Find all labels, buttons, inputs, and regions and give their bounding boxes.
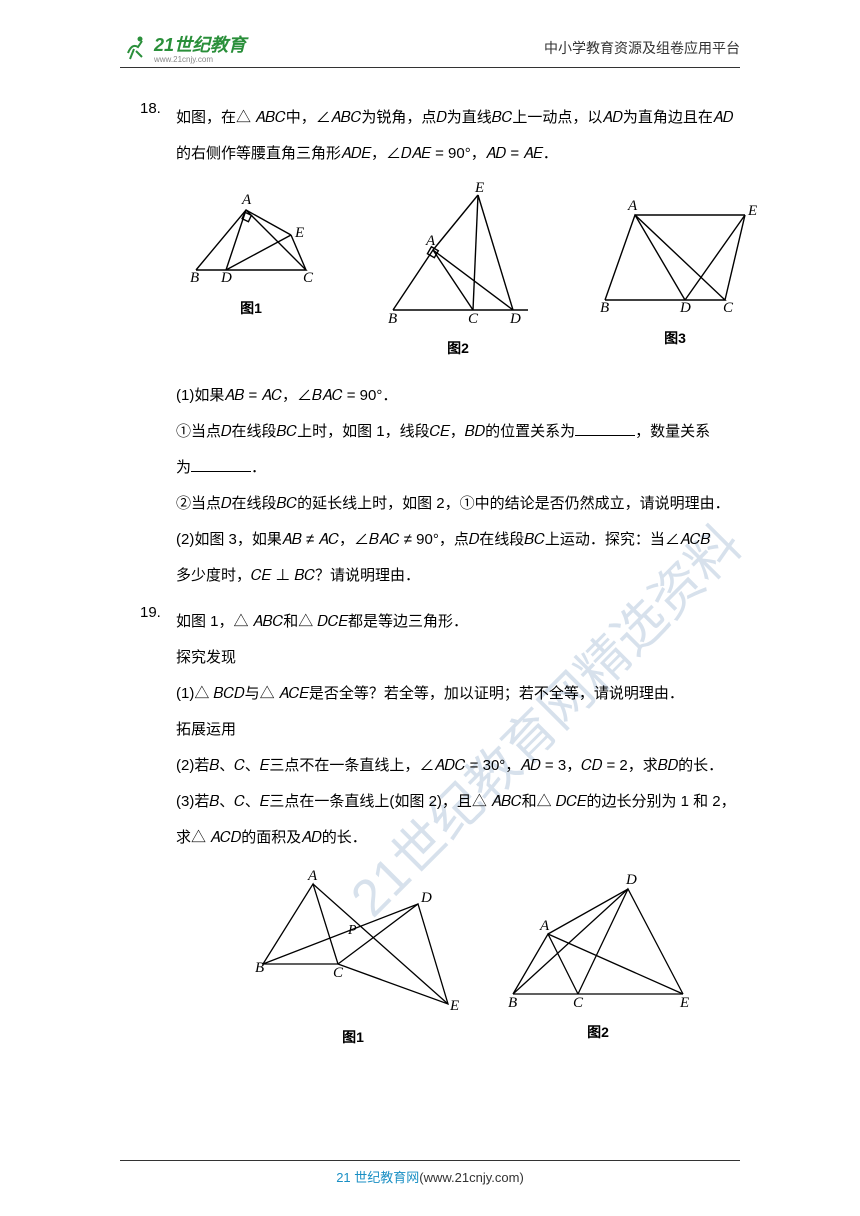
figure-4: P A D B C E 图1 <box>238 864 468 1055</box>
figure-label: 图1 <box>176 292 326 326</box>
problem-line: 如图，在△ 𝐴𝐵𝐶中，∠𝐴𝐵𝐶为锐角，点𝐷为直线𝐵𝐶上一动点，以𝐴𝐷为直角边且在… <box>176 100 760 136</box>
svg-text:A: A <box>539 918 550 934</box>
problem-line: 多少度时，𝐶𝐸 ⊥ 𝐵𝐶？请说明理由． <box>176 558 760 594</box>
svg-text:A: A <box>425 233 436 249</box>
svg-text:E: E <box>679 995 689 1011</box>
problem-line: 探究发现 <box>176 640 760 676</box>
problem-line: (3)若𝐵、𝐶、𝐸三点在一条直线上(如图 2)，且△ 𝐴𝐵𝐶和△ 𝐷𝐶𝐸的边长分… <box>176 784 760 820</box>
svg-text:B: B <box>508 995 517 1011</box>
svg-text:D: D <box>625 872 637 888</box>
problem-line: (2)若𝐵、𝐶、𝐸三点不在一条直线上，∠𝐴𝐷𝐶 = 30°，𝐴𝐷 = 3，𝐶𝐷 … <box>176 748 760 784</box>
site-logo: 21世纪教育 www.21cnjy.com <box>120 31 246 64</box>
page-content: 18. 如图，在△ 𝐴𝐵𝐶中，∠𝐴𝐵𝐶为锐角，点𝐷为直线𝐵𝐶上一动点，以𝐴𝐷为直… <box>140 100 760 1076</box>
svg-text:C: C <box>723 300 734 316</box>
svg-text:C: C <box>303 270 314 286</box>
page-footer: 21 世纪教育网(www.21cnjy.com) <box>0 1160 860 1186</box>
problem-body: 如图，在△ 𝐴𝐵𝐶中，∠𝐴𝐵𝐶为锐角，点𝐷为直线𝐵𝐶上一动点，以𝐴𝐷为直角边且在… <box>176 100 760 594</box>
problem-line: 的右侧作等腰直角三角形𝐴𝐷𝐸，∠𝐷𝐴𝐸 = 90°，𝐴𝐷 = 𝐴𝐸． <box>176 136 760 172</box>
problem-number: 18. <box>140 100 176 594</box>
svg-text:A: A <box>241 192 252 208</box>
svg-text:D: D <box>509 311 521 327</box>
svg-text:E: E <box>747 203 757 219</box>
text-span: ，数量关系 <box>635 423 710 440</box>
problem-line: (2)如图 3，如果𝐴𝐵 ≠ 𝐴𝐶，∠𝐵𝐴𝐶 ≠ 90°，点𝐷在线段𝐵𝐶上运动．… <box>176 522 760 558</box>
svg-text:B: B <box>600 300 609 316</box>
blank-input[interactable] <box>191 457 251 472</box>
problem-line: 如图 1，△ 𝐴𝐵𝐶和△ 𝐷𝐶𝐸都是等边三角形． <box>176 604 760 640</box>
logo-main-text: 21世纪教育 <box>154 31 246 57</box>
figure-1: A E B D C 图1 <box>176 180 326 366</box>
svg-text:D: D <box>679 300 691 316</box>
svg-text:E: E <box>474 180 484 196</box>
text-span: ①当点𝐷在线段𝐵𝐶上时，如图 1，线段𝐶𝐸，𝐵𝐷的位置关系为 <box>176 423 575 440</box>
svg-text:B: B <box>190 270 199 286</box>
problem-body: 如图 1，△ 𝐴𝐵𝐶和△ 𝐷𝐶𝐸都是等边三角形． 探究发现 (1)△ 𝐵𝐶𝐷与△… <box>176 604 760 1067</box>
svg-text:E: E <box>294 225 304 241</box>
footer-divider <box>120 1160 740 1161</box>
figure-label: 图1 <box>238 1021 468 1055</box>
svg-text:P: P <box>347 923 357 938</box>
footer-brand: 21 世纪教育网 <box>336 1170 419 1185</box>
problem-line: (1)如果𝐴𝐵 = 𝐴𝐶，∠𝐵𝐴𝐶 = 90°． <box>176 378 760 414</box>
svg-text:A: A <box>627 198 638 214</box>
problem-line: ②当点𝐷在线段𝐵𝐶的延长线上时，如图 2，①中的结论是否仍然成立，请说明理由． <box>176 486 760 522</box>
figure-3: A E B D C 图3 <box>590 180 760 366</box>
figure-label: 图3 <box>590 322 760 356</box>
footer-url: (www.21cnjy.com) <box>419 1170 524 1185</box>
svg-text:C: C <box>468 311 479 327</box>
problem-number: 19. <box>140 604 176 1067</box>
problem-18: 18. 如图，在△ 𝐴𝐵𝐶中，∠𝐴𝐵𝐶为锐角，点𝐷为直线𝐵𝐶上一动点，以𝐴𝐷为直… <box>140 100 760 594</box>
svg-text:C: C <box>573 995 584 1011</box>
figure-2: E A B C D 图2 <box>378 180 538 366</box>
problem-line: (1)△ 𝐵𝐶𝐷与△ 𝐴𝐶𝐸是否全等？若全等，加以证明；若不全等，请说明理由． <box>176 676 760 712</box>
figure-label: 图2 <box>378 332 538 366</box>
problem-line: ①当点𝐷在线段𝐵𝐶上时，如图 1，线段𝐶𝐸，𝐵𝐷的位置关系为 ，数量关系 <box>176 414 760 450</box>
text-span: 为 <box>176 459 191 476</box>
figure-label: 图2 <box>498 1016 698 1050</box>
runner-icon <box>120 33 150 63</box>
svg-text:D: D <box>220 270 232 286</box>
text-span: ． <box>251 459 266 476</box>
svg-text:E: E <box>449 998 459 1014</box>
svg-text:B: B <box>388 311 397 327</box>
figure-5: A D B C E 图2 <box>498 864 698 1055</box>
figure-row-1: A E B D C 图1 <box>176 180 760 366</box>
problem-line: 求△ 𝐴𝐶𝐷的面积及𝐴𝐷的长． <box>176 820 760 856</box>
svg-text:C: C <box>333 965 344 981</box>
blank-input[interactable] <box>575 421 635 436</box>
problem-line: 拓展运用 <box>176 712 760 748</box>
page-header: 21世纪教育 www.21cnjy.com 中小学教育资源及组卷应用平台 <box>120 28 740 68</box>
problem-19: 19. 如图 1，△ 𝐴𝐵𝐶和△ 𝐷𝐶𝐸都是等边三角形． 探究发现 (1)△ 𝐵… <box>140 604 760 1067</box>
svg-text:D: D <box>420 890 432 906</box>
header-title: 中小学教育资源及组卷应用平台 <box>544 38 740 58</box>
svg-text:A: A <box>307 868 318 884</box>
problem-line: 为． <box>176 450 760 486</box>
figure-row-2: P A D B C E 图1 <box>176 864 760 1055</box>
svg-text:B: B <box>255 960 264 976</box>
